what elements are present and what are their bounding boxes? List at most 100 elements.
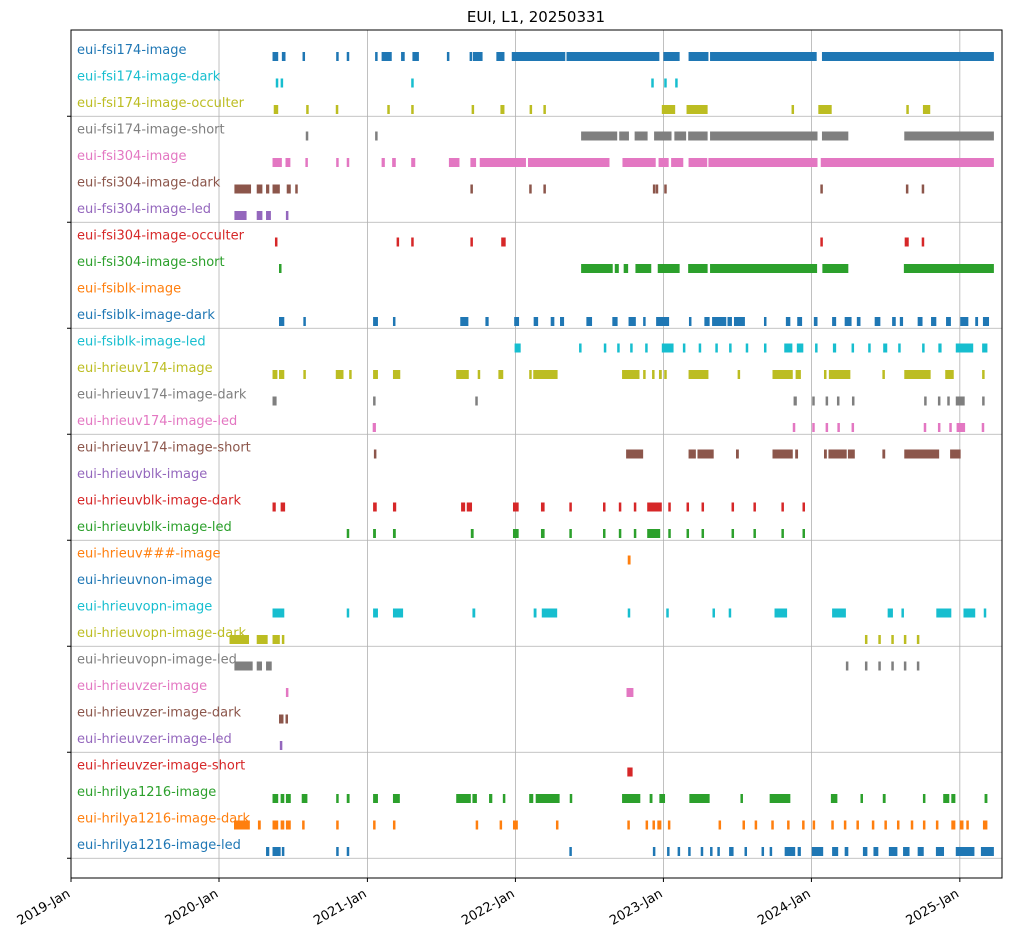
series-bar	[785, 317, 791, 326]
series-bar	[955, 396, 965, 406]
series-bar	[664, 370, 667, 379]
series-bar	[753, 529, 756, 538]
series-bar	[540, 529, 545, 538]
series-bar	[579, 343, 582, 353]
series-bar	[514, 317, 520, 326]
series-bar	[550, 317, 555, 326]
series-bar	[279, 741, 283, 750]
series-bar	[845, 661, 849, 671]
series-bar	[411, 78, 414, 88]
series-bar	[285, 794, 291, 803]
series-bar	[784, 343, 793, 353]
series-bar	[946, 317, 951, 326]
series-bar	[864, 635, 868, 644]
series-bar	[844, 847, 849, 856]
series-bar	[668, 529, 671, 538]
series-bar	[686, 105, 708, 114]
series-bar	[280, 502, 286, 512]
series-bar	[256, 635, 268, 644]
series-bar	[302, 52, 306, 61]
series-bar	[456, 794, 471, 803]
series-bar	[868, 343, 871, 353]
series-bar	[581, 264, 613, 273]
series-bar	[666, 608, 669, 618]
series-label: eui-fsi304-image-occulter	[77, 229, 245, 244]
series-bar	[652, 370, 655, 379]
series-bar	[708, 158, 818, 167]
series-bar	[475, 396, 478, 406]
series-bar	[272, 608, 285, 618]
series-bar	[815, 343, 818, 353]
series-bar	[980, 847, 994, 856]
series-bar	[373, 449, 377, 459]
series-bar	[922, 820, 926, 830]
series-bar	[266, 847, 270, 856]
series-bar	[543, 105, 546, 114]
series-label: eui-hrieuvnon-image	[77, 573, 212, 588]
series-bar	[302, 820, 305, 830]
series-bar	[825, 423, 829, 432]
series-bar	[627, 767, 633, 777]
series-bar	[935, 847, 945, 856]
series-bar	[821, 131, 849, 141]
series-bar	[688, 52, 709, 61]
series-bar	[924, 396, 927, 406]
series-bar	[729, 343, 732, 353]
series-bar	[754, 820, 758, 830]
series-label: eui-hrieuv174-image-dark	[77, 388, 247, 403]
series-bar	[769, 794, 791, 803]
series-bar	[412, 52, 419, 61]
series-bar	[618, 529, 622, 538]
series-bar	[950, 449, 961, 459]
series-bar	[635, 264, 652, 273]
series-bar	[661, 343, 674, 353]
series-bar	[945, 370, 954, 379]
series-bar	[712, 608, 715, 618]
series-bar	[916, 635, 920, 644]
series-bar	[234, 820, 250, 830]
series-bar	[456, 370, 469, 379]
series-bar	[812, 396, 815, 406]
series-bar	[729, 847, 734, 856]
grid-lines	[70, 30, 1002, 878]
series-bar	[921, 237, 925, 247]
series-bar	[949, 423, 952, 432]
series-bar	[821, 52, 994, 61]
series-bar	[272, 184, 280, 194]
series-bar	[792, 423, 796, 432]
series-bar	[896, 820, 900, 830]
series-label: eui-fsi174-image-occulter	[77, 96, 245, 111]
series-bar	[512, 502, 519, 512]
series-bar	[303, 317, 306, 326]
series-bar	[674, 131, 687, 141]
series-bar	[903, 661, 907, 671]
series-bar	[622, 370, 640, 379]
series-bar	[772, 449, 793, 459]
series-bar	[569, 502, 572, 512]
series-bar	[701, 529, 705, 538]
series-bar	[851, 396, 855, 406]
series-bar	[603, 502, 606, 512]
series-bar	[781, 529, 784, 538]
series-bar	[884, 820, 887, 830]
series-bar	[346, 608, 350, 618]
series-bar	[279, 317, 285, 326]
series-bar	[479, 158, 526, 167]
series-bar	[229, 635, 250, 644]
series-bar	[781, 502, 784, 512]
series-bar	[272, 635, 280, 644]
series-bar	[489, 794, 493, 803]
series-bar	[485, 317, 489, 326]
series-bar	[470, 184, 473, 194]
series-bar	[791, 105, 795, 114]
series-bar	[541, 608, 558, 618]
series-bar	[931, 317, 937, 326]
series-bar	[622, 794, 641, 803]
series-bar	[935, 820, 939, 830]
series-bar	[828, 449, 847, 459]
series-bar	[617, 343, 620, 353]
series-bar	[901, 608, 904, 618]
series-bar	[272, 370, 278, 379]
series-bar	[392, 820, 396, 830]
series-bar	[612, 317, 618, 326]
